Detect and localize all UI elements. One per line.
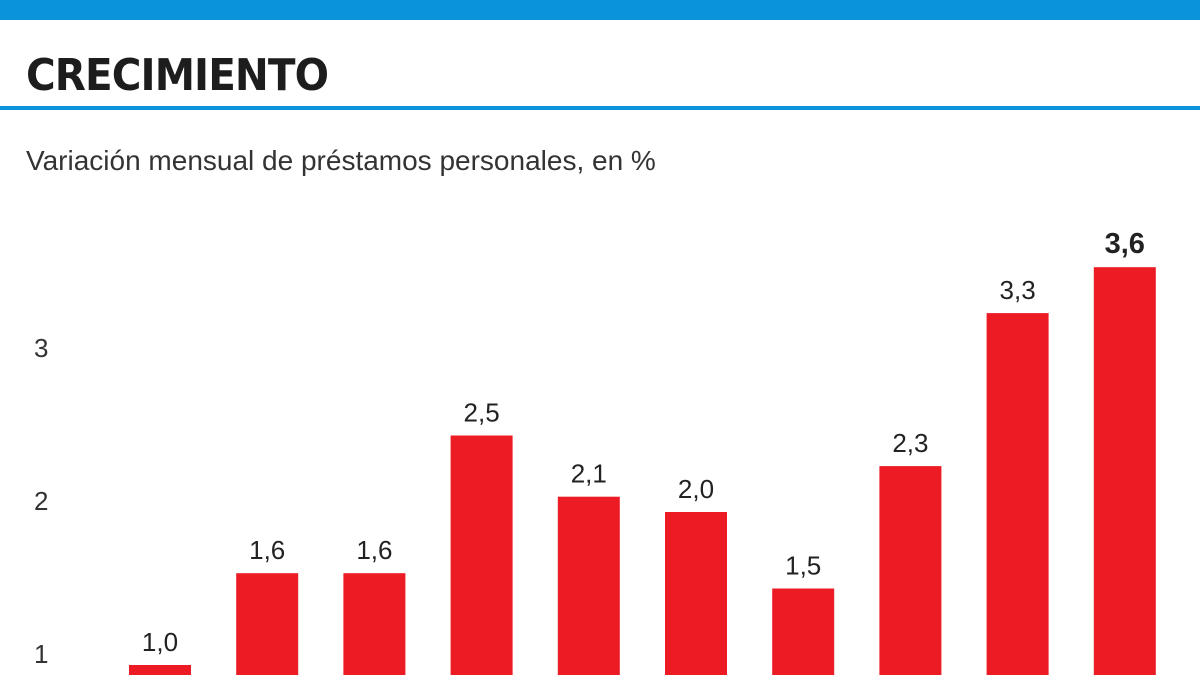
data-label: 2,0 <box>678 474 714 504</box>
data-label: 1,0 <box>142 627 178 657</box>
data-label: 1,6 <box>356 535 392 565</box>
bar <box>236 573 299 675</box>
top-accent-bar <box>0 0 1200 20</box>
bar <box>772 588 835 675</box>
bar <box>879 466 942 675</box>
y-tick-label: 2 <box>34 486 48 516</box>
y-tick-label: 3 <box>34 333 48 363</box>
data-label: 2,1 <box>571 459 607 489</box>
bar <box>343 573 406 675</box>
y-tick-label: 1 <box>34 639 48 669</box>
data-label: 1,6 <box>249 535 285 565</box>
bar <box>1093 267 1156 675</box>
data-label: 2,3 <box>892 428 928 458</box>
bar <box>129 665 191 675</box>
bar <box>986 313 1049 675</box>
data-label: 1,5 <box>785 551 821 581</box>
chart-title: CRECIMIENTO <box>26 50 329 101</box>
chart-subtitle: Variación mensual de préstamos personale… <box>26 145 656 176</box>
title-rule <box>0 106 1200 110</box>
data-label: 3,6 <box>1105 228 1145 260</box>
bar <box>450 435 513 675</box>
bar <box>557 496 620 675</box>
data-label: 2,5 <box>464 398 500 428</box>
data-label: 3,3 <box>1000 275 1036 305</box>
bar <box>665 512 727 675</box>
